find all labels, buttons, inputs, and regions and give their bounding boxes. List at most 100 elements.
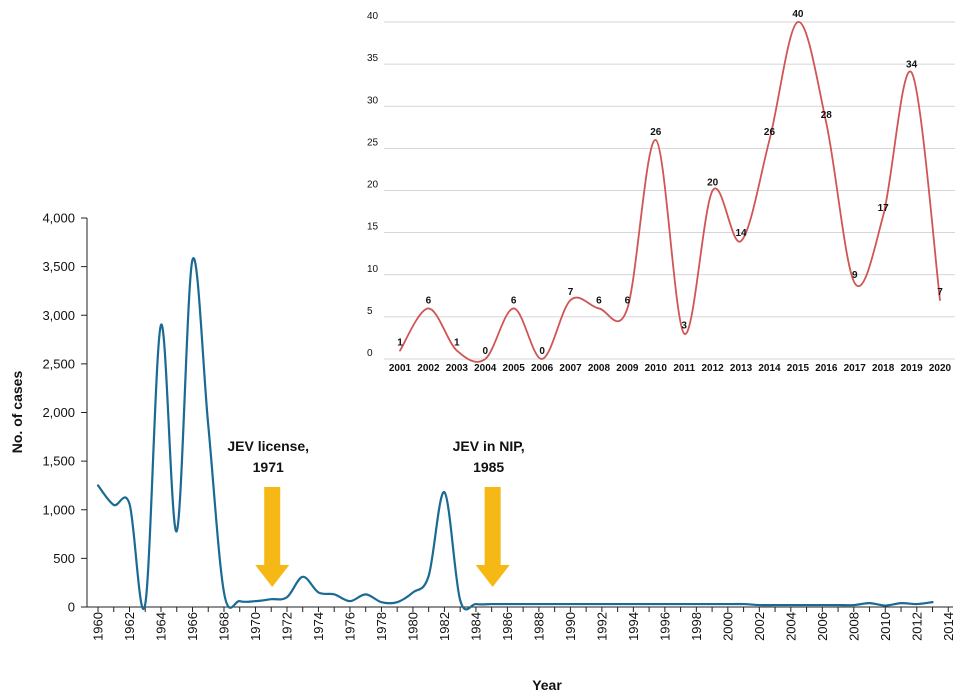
inset-x-tick-label: 2007	[559, 363, 582, 374]
y-tick-label: 1,000	[42, 502, 75, 517]
x-tick-label: 1968	[216, 612, 231, 641]
inset-x-tick-label: 2016	[815, 363, 838, 374]
x-tick-label: 1960	[91, 612, 106, 641]
x-tick-label: 1992	[594, 612, 609, 641]
x-tick-label: 1984	[468, 612, 483, 641]
x-tick-label: 1978	[374, 612, 389, 641]
inset-x-tick-label: 2009	[616, 363, 639, 374]
y-axis-title: No. of cases	[9, 371, 25, 454]
inset-y-tick-label: 20	[367, 180, 379, 191]
x-tick-label: 1986	[500, 612, 515, 641]
x-tick-label: 1964	[154, 612, 169, 641]
x-tick-label: 2012	[909, 612, 924, 641]
x-tick-label: 1990	[563, 612, 578, 641]
inset-x-tick-label: 2018	[872, 363, 895, 374]
inset-data-label: 6	[596, 295, 602, 306]
inset-data-label: 1	[397, 338, 403, 349]
inset-data-label: 26	[764, 127, 776, 138]
annotation-text: JEV in NIP,	[453, 438, 525, 454]
inset-data-label: 6	[426, 295, 432, 306]
y-tick-label: 3,500	[42, 259, 75, 274]
inset-x-tick-label: 2006	[531, 363, 554, 374]
inset-y-tick-label: 0	[367, 348, 373, 359]
inset-data-label: 34	[906, 60, 918, 71]
main-axes: 0 5 0 0 1,000 1,500 2,000 2,500 3,000 3,500 4,000 1…	[42, 211, 955, 641]
inset-data-label: 14	[735, 228, 747, 239]
inset-x-tick-label: 2005	[503, 363, 526, 374]
inset-series	[399, 21, 941, 363]
inset-data-label: 17	[878, 203, 890, 214]
inset-x-tick-label: 2003	[446, 363, 469, 374]
inset-data-label: 7	[568, 287, 574, 298]
x-tick-label: 2000	[720, 612, 735, 641]
x-tick-label: 1996	[657, 612, 672, 641]
inset-y-tick-label: 35	[367, 53, 379, 64]
x-tick-label: 2010	[878, 612, 893, 641]
annotation-text: JEV license,	[227, 438, 309, 454]
x-tick-label: 1988	[531, 612, 546, 641]
x-tick-label: 2004	[783, 612, 798, 641]
inset-data-label: 1	[454, 338, 460, 349]
inset-data-label: 6	[625, 295, 631, 306]
y-tick-label: 4,000	[42, 211, 75, 226]
inset-y-tick-label: 5	[367, 306, 373, 317]
x-axis-title: Year	[532, 677, 562, 693]
inset-data-label: 20	[707, 178, 719, 189]
inset-data-label: 3	[681, 321, 687, 332]
inset-x-tick-label: 2020	[929, 363, 952, 374]
x-tick-label: 1982	[437, 612, 452, 641]
inset-x-tick-label: 2015	[787, 363, 810, 374]
inset-data-label: 28	[821, 110, 833, 121]
inset-data-label: 0	[482, 346, 488, 357]
inset-y-tick-label: 40	[367, 11, 379, 22]
inset-y-tick-label: 15	[367, 222, 379, 233]
inset-data-label: 6	[511, 295, 517, 306]
x-tick-label: 1994	[626, 612, 641, 641]
inset-y-tick-label: 25	[367, 137, 379, 148]
x-tick-label: 2008	[846, 612, 861, 641]
x-tick-label: 1980	[405, 612, 420, 641]
x-tick-label: 2002	[752, 612, 767, 641]
x-tick-label: 1970	[248, 612, 263, 641]
inset-data-label: 0	[539, 346, 545, 357]
inset-series-line	[399, 21, 941, 363]
x-tick-label: 1976	[342, 612, 357, 641]
main-annotations: JEV license, 1971 JEV in NIP, 1985	[227, 438, 525, 587]
y-tick-label: 3,000	[42, 308, 75, 323]
x-tick-label: 1972	[279, 612, 294, 641]
inset-x-tick-label: 2013	[730, 363, 753, 374]
inset-x-tick-label: 2012	[702, 363, 725, 374]
y-tick-label: 2,000	[42, 405, 75, 420]
x-tick-label: 2006	[815, 612, 830, 641]
y-tick-label: 2,500	[42, 356, 75, 371]
inset-data-label: 26	[650, 127, 662, 138]
series-line-cases	[96, 257, 934, 611]
x-tick-label: 1966	[185, 612, 200, 641]
y-tick-label: 1,500	[42, 454, 75, 469]
x-tick-label: 1998	[689, 612, 704, 641]
inset-x-tick-label: 2002	[417, 363, 440, 374]
inset-x-tick-label: 2008	[588, 363, 611, 374]
annotation-jev-license: JEV license, 1971	[227, 438, 309, 587]
inset-x-tick-label: 2019	[900, 363, 923, 374]
inset-y-tick-label: 10	[367, 264, 379, 275]
inset-data-labels: 1 6 1 0 6 0 7 6 6 26 3 20 14 26 40 28 9 17 34 7	[397, 9, 943, 357]
main-series	[96, 257, 934, 611]
annotation-jev-in-nip: JEV in NIP, 1985	[453, 438, 525, 587]
inset-x-tick-label: 2010	[645, 363, 668, 374]
inset-x-tick-label: 2004	[474, 363, 497, 374]
inset-x-tick-label: 2017	[844, 363, 867, 374]
annotation-year: 1971	[253, 459, 284, 475]
inset-y-tick-label: 30	[367, 95, 379, 106]
inset-x-tick-label: 2011	[673, 363, 695, 374]
x-tick-label: 1962	[122, 612, 137, 641]
x-tick-label: 2014	[941, 612, 956, 641]
annotation-year: 1985	[473, 459, 504, 475]
annotation-arrow	[255, 487, 290, 587]
inset-data-label: 7	[937, 287, 943, 298]
annotation-arrow	[475, 487, 510, 587]
inset-data-label: 9	[852, 270, 858, 281]
inset-x-tick-label: 2001	[389, 363, 412, 374]
